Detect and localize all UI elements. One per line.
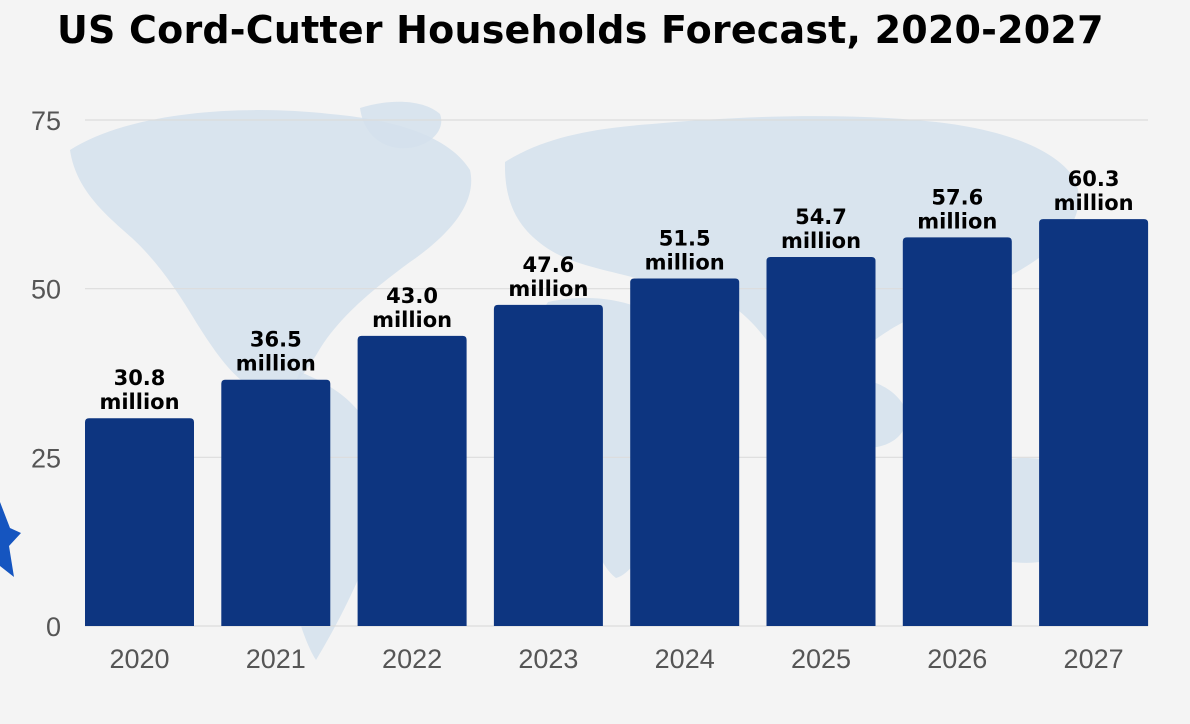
y-tick-label: 75 (31, 106, 61, 136)
y-tick-label: 25 (31, 443, 61, 473)
data-label-value: 30.8 (114, 366, 166, 390)
map-landmass-1 (70, 110, 472, 394)
x-tick-label: 2026 (927, 644, 987, 674)
data-label-value: 60.3 (1068, 167, 1120, 191)
bar-2025 (766, 256, 876, 626)
bars (85, 219, 1149, 626)
x-tick-label: 2025 (791, 644, 851, 674)
x-tick-label: 2020 (109, 644, 169, 674)
data-label-unit: million (236, 352, 316, 376)
data-label-unit: million (99, 390, 179, 414)
x-tick-label: 2021 (246, 644, 306, 674)
data-label-value: 43.0 (386, 284, 438, 308)
bar-2024 (630, 278, 740, 626)
y-axis: 0 25 50 75 (31, 106, 61, 642)
data-label-unit: million (508, 277, 588, 301)
bar-2023 (493, 304, 603, 626)
x-axis: 2020 2021 2022 2023 2024 2025 2026 2027 (109, 644, 1123, 674)
map-landmass-3 (360, 101, 442, 149)
bar-2027 (1039, 219, 1149, 626)
x-tick-label: 2022 (382, 644, 442, 674)
x-tick-label: 2027 (1064, 644, 1124, 674)
y-tick-label: 0 (46, 612, 61, 642)
data-label-unit: million (781, 229, 861, 253)
bar-2020 (85, 418, 194, 626)
data-label-value: 54.7 (795, 205, 847, 229)
data-label-value: 36.5 (250, 328, 302, 352)
data-label-unit: million (917, 209, 997, 233)
y-tick-label: 50 (31, 275, 61, 305)
x-tick-label: 2024 (655, 644, 715, 674)
data-labels: 30.8million36.5million43.0million47.6mil… (99, 167, 1133, 414)
partial-logo-icon (0, 502, 21, 577)
data-label-unit: million (372, 308, 452, 332)
data-label-value: 51.5 (659, 227, 711, 251)
bar-2021 (221, 379, 331, 626)
map-landmass-4 (504, 116, 1079, 383)
data-label-unit: million (645, 251, 725, 275)
data-label-value: 57.6 (931, 185, 983, 209)
bar-2026 (902, 237, 1012, 626)
x-tick-label: 2023 (518, 644, 578, 674)
data-label-value: 47.6 (522, 253, 574, 277)
data-label-unit: million (1054, 191, 1134, 215)
chart-title: US Cord-Cutter Households Forecast, 2020… (57, 8, 1104, 52)
bar-2022 (357, 335, 467, 626)
